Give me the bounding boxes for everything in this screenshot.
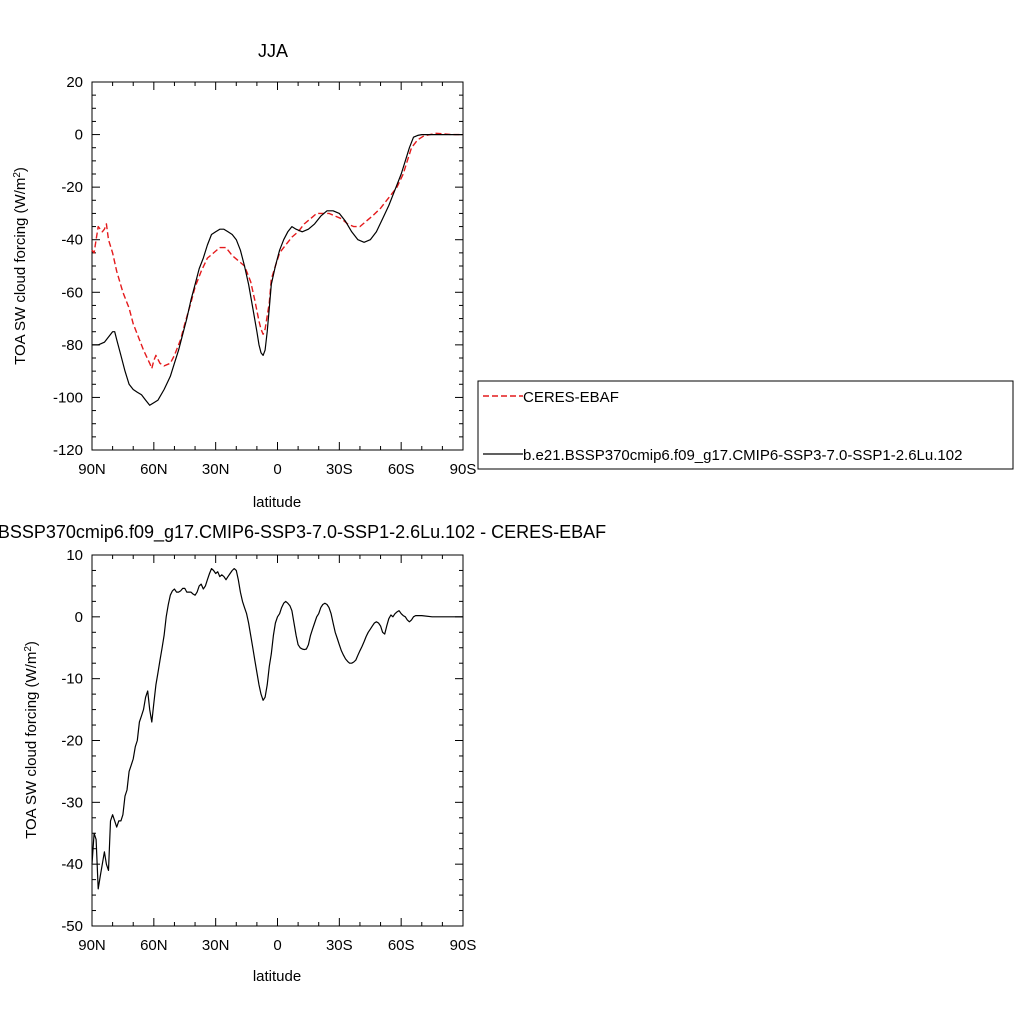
bottom-plot-frame	[91, 554, 464, 927]
bottom-x-tick-label: 30S	[326, 937, 353, 954]
top-y-tick-label: -40	[61, 232, 83, 249]
bottom-y-tick-label: 10	[66, 547, 83, 564]
bottom-panel-difference: b.e21.BSSP370cmip6.f09_g17.CMIP6-SSP3-7.…	[0, 522, 606, 985]
top-y-tick-label: -60	[61, 284, 83, 301]
top-y-tick-label: -120	[53, 442, 83, 459]
bottom-series-lines	[91, 568, 463, 890]
bottom-x-tick-label: 30N	[202, 937, 230, 954]
bottom-y-tick-label: -10	[61, 671, 83, 688]
top-y-tick-label: -80	[61, 337, 83, 354]
top-y-tick-label: -100	[53, 389, 83, 406]
top-y-tick-label: 20	[66, 74, 83, 91]
top-x-tick-label: 0	[273, 461, 281, 478]
top-series-line-1	[92, 134, 463, 406]
top-y-axis-label: TOA SW cloud forcing (W/m2)	[12, 167, 30, 365]
legend-label-ceres: CERES-EBAF	[523, 389, 619, 406]
bottom-x-tick-label: 60N	[140, 937, 168, 954]
top-x-tick-label: 90S	[450, 461, 477, 478]
top-x-tick-label: 30S	[326, 461, 353, 478]
bottom-x-tick-label: 90N	[78, 937, 106, 954]
bottom-axis-ticks: 90N 60N 30N 0 30S 60S 90S 10 0 -10 -20 -30 -40 -50	[61, 547, 476, 954]
bottom-x-tick-label: 90S	[450, 937, 477, 954]
bottom-y-tick-label: -50	[61, 918, 83, 935]
top-x-tick-label: 60N	[140, 461, 168, 478]
bottom-y-tick-label: -20	[61, 733, 83, 750]
top-chart-title: JJA	[258, 41, 288, 61]
top-x-tick-label: 30N	[202, 461, 230, 478]
legend: CERES-EBAF b.e21.BSSP370cmip6.f09_g17.CM…	[477, 380, 1014, 470]
top-axis-ticks: 90N 60N 30N 0 30S 60S 90S 20 0 -20 -40 -60 -80 -100 -1…	[53, 74, 476, 478]
top-panel-jja: JJA 90N 60N 30N 0 30S 60S 90S 20 0 -20 -40 -60 -80 -1…	[12, 41, 477, 511]
bottom-y-axis-label: TOA SW cloud forcing (W/m2)	[23, 641, 41, 839]
legend-box	[477, 380, 1014, 470]
bottom-y-tick-label: -30	[61, 794, 83, 811]
legend-label-model: b.e21.BSSP370cmip6.f09_g17.CMIP6-SSP3-7.…	[523, 447, 962, 464]
bottom-x-tick-label: 60S	[388, 937, 415, 954]
top-y-tick-label: 0	[75, 127, 83, 144]
top-x-tick-label: 60S	[388, 461, 415, 478]
bottom-y-tick-label: -40	[61, 856, 83, 873]
bottom-x-tick-label: 0	[273, 937, 281, 954]
bottom-chart-title: b.e21.BSSP370cmip6.f09_g17.CMIP6-SSP3-7.…	[0, 522, 606, 543]
top-series-lines	[91, 132, 463, 406]
bottom-x-axis-label: latitude	[253, 968, 301, 985]
top-series-line-0	[91, 132, 463, 370]
top-x-tick-label: 90N	[78, 461, 106, 478]
bottom-series-line-0	[91, 568, 463, 890]
top-y-tick-label: -20	[61, 179, 83, 196]
top-x-axis-label: latitude	[253, 494, 301, 511]
top-plot-frame	[91, 81, 464, 451]
bottom-y-tick-label: 0	[75, 609, 83, 626]
